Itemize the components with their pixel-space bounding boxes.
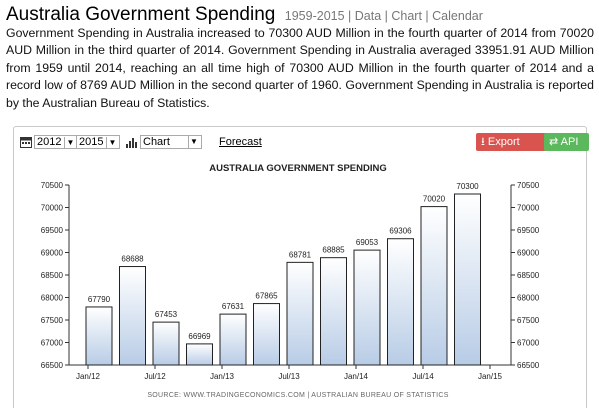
x-tick-label: Jul/13 [278,372,300,381]
bar [152,321,180,366]
y-tick-label-right: 68000 [517,294,540,303]
bar [253,303,280,366]
year-range: 1959-2015 [284,9,345,23]
chevron-down-icon: ▼ [106,137,117,149]
chart-svg: AUSTRALIA GOVERNMENT SPENDING 66500 66500… [41,163,540,399]
bar-value-label: 70020 [423,195,446,204]
y-tick-label-left: 70500 [41,181,64,190]
x-tick-label: Jul/14 [412,372,434,381]
api-label: API [560,136,579,148]
bar [219,313,247,366]
y-tick-label-left: 66500 [41,361,64,370]
bar-value-label: 67453 [155,310,178,319]
bar-value-label: 69306 [389,227,412,236]
x-tick-label: Jan/13 [210,372,235,381]
swap-arrows-icon: ⇄ [549,136,559,148]
y-tick-label-left: 70000 [41,204,64,213]
chart-toolbar: 2012 ▼ 2015 ▼ Chart ▼ Forecast ⭳ Export Dat… [14,127,589,166]
bar [119,266,146,366]
calendar-link[interactable]: Calendar [432,9,483,23]
description-paragraph: Government Spending in Australia increas… [6,26,594,110]
y-tick-label-left: 68500 [41,271,64,280]
y-tick-label-left: 69500 [41,226,64,235]
bar-value-label: 70300 [456,182,479,191]
start-year-value: 2012 [37,136,62,148]
chart-type-select[interactable]: Chart ▼ [140,135,202,149]
export-data-button[interactable]: ⭳ Export Data [476,133,548,166]
chart-type-value: Chart [143,136,170,148]
api-button[interactable]: ⇄ API [544,133,589,151]
bar [320,257,347,366]
x-tick-label: Jan/14 [344,372,369,381]
bar-value-label: 68781 [289,250,312,259]
bar-value-label: 68885 [322,246,345,255]
y-tick-label-right: 70500 [517,181,540,190]
y-tick-label-left: 67500 [41,316,64,325]
chevron-down-icon: ▼ [188,136,199,148]
y-tick-label-left: 68000 [41,294,64,303]
y-tick-label-right: 67000 [517,339,540,348]
y-tick-label-right: 67500 [517,316,540,325]
plot-area: 66500 66500 67000 67000 67500 67500 68000 68000… [41,181,540,381]
y-tick-label-right: 68500 [517,271,540,280]
bar [420,206,448,366]
bar [454,193,481,366]
bar [353,249,381,366]
forecast-link-wrap[interactable]: Forecast [219,135,262,149]
chart-link[interactable]: Chart [391,9,422,23]
y-tick-label-left: 69000 [41,249,64,258]
forecast-link[interactable]: Forecast [219,136,262,148]
bar [387,238,414,366]
bar-value-label: 66969 [188,332,211,341]
y-tick-label-right: 70000 [517,204,540,213]
chart-source: SOURCE: WWW.TRADINGECONOMICS.COM | AUSTR… [147,392,448,399]
bar-value-label: 67631 [222,302,245,311]
y-tick-label-right: 69000 [517,249,540,258]
bar-value-label: 68688 [121,255,144,264]
header: Australia Government Spending 1959-2015 … [6,4,483,26]
end-year-select[interactable]: 2015 ▼ [76,135,121,149]
x-tick-label: Jan/15 [478,372,503,381]
x-tick-label: Jul/12 [144,372,166,381]
header-meta: 1959-2015 | Data | Chart | Calendar [284,9,483,23]
bar-value-label: 67790 [88,295,111,304]
page-title: Australia Government Spending [6,4,276,25]
calendar-icon [20,135,32,149]
bar [186,343,213,366]
download-icon: ⭳ [481,136,485,148]
chart-title: AUSTRALIA GOVERNMENT SPENDING [209,163,387,174]
bar [85,306,113,366]
bar-value-label: 67865 [255,292,278,301]
y-tick-label-left: 67000 [41,339,64,348]
end-year-value: 2015 [79,136,104,148]
chart-widget: 2012 ▼ 2015 ▼ Chart ▼ Forecast ⭳ Export Dat… [13,126,589,408]
chevron-down-icon: ▼ [64,137,75,149]
bar [286,261,314,366]
data-link[interactable]: Data [354,9,382,23]
bar-chart-icon [126,135,137,149]
export-data-label: Export Data [481,136,520,166]
bar-value-label: 69053 [356,238,379,247]
x-tick-label: Jan/12 [76,372,101,381]
y-tick-label-right: 69500 [517,226,540,235]
y-tick-label-right: 66500 [517,361,540,370]
